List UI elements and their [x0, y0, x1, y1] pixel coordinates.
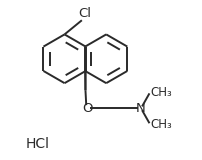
Text: CH₃: CH₃ — [149, 86, 171, 99]
Text: HCl: HCl — [26, 137, 49, 151]
Text: Cl: Cl — [78, 8, 91, 20]
Text: N: N — [135, 102, 145, 115]
Text: O: O — [81, 102, 92, 115]
Text: CH₃: CH₃ — [149, 118, 171, 131]
